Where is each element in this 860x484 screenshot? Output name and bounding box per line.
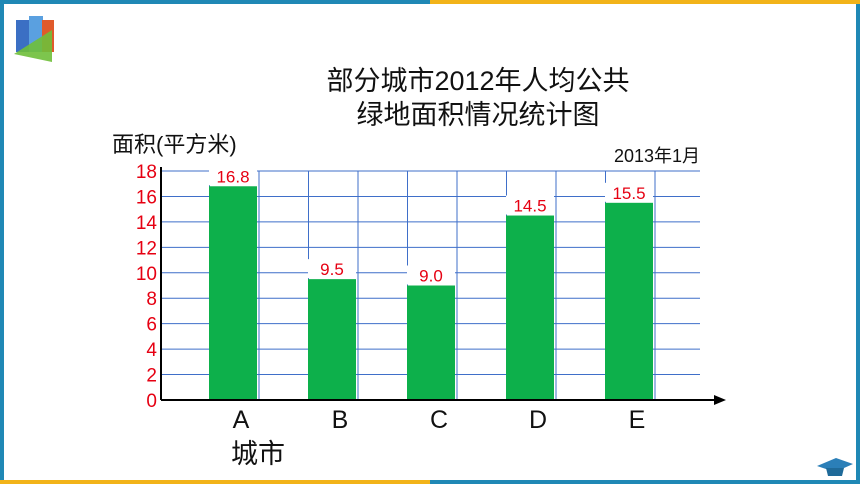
x-category-D: D (529, 406, 547, 434)
chart-title-line2: 绿地面积情况统计图 (357, 100, 600, 130)
x-axis-arrow-icon (714, 395, 726, 405)
date-note: 2013年1月 (614, 146, 700, 166)
data-label-B: 9.5 (320, 260, 344, 279)
top-border-yellow (430, 0, 860, 4)
data-label-A: 16.8 (216, 167, 249, 186)
y-tick-label: 2 (146, 366, 157, 387)
bottom-border-yellow (0, 480, 430, 484)
x-category-A: A (233, 406, 250, 434)
data-label-bg (605, 182, 653, 202)
x-category-B: B (332, 406, 349, 434)
axes (160, 167, 726, 405)
data-label-E: 15.5 (612, 184, 645, 203)
data-label-bg (209, 166, 257, 186)
y-tick-label: 18 (136, 162, 157, 183)
data-label-bg (308, 259, 356, 279)
bar-A (209, 186, 257, 400)
data-label-C: 9.0 (419, 267, 443, 286)
books-logo-icon (14, 16, 54, 62)
data-label-bg (407, 265, 455, 285)
top-border-blue (0, 0, 430, 4)
data-label-D: 14.5 (513, 197, 546, 216)
y-axis-label: 面积(平方米) (112, 132, 237, 157)
y-tick-labels: 0 2 4 6 8 10 12 14 16 18 (136, 162, 158, 412)
bottom-border-blue (430, 480, 860, 484)
bar-E (605, 202, 653, 400)
y-tick-label: 8 (146, 289, 157, 310)
bar-B (308, 279, 356, 400)
graduation-cap-icon (817, 458, 853, 476)
x-axis-label: 城市 (231, 439, 285, 469)
y-tick-label: 4 (146, 340, 157, 361)
chart-title-line1: 部分城市2012年人均公共 (326, 66, 629, 96)
y-tick-label: 12 (136, 238, 157, 259)
x-category-C: C (430, 406, 448, 434)
y-tick-label: 14 (136, 213, 158, 234)
frame-right-border (856, 0, 860, 484)
data-labels: 16.8 9.5 9.0 14.5 15.5 (209, 166, 653, 286)
y-tick-label: 0 (146, 391, 157, 412)
y-tick-label: 6 (146, 315, 157, 336)
x-category-labels: A B C D E (233, 406, 646, 434)
frame-left-border (0, 0, 4, 484)
bar-D (506, 215, 554, 400)
data-label-bg (506, 195, 554, 215)
x-category-E: E (629, 406, 646, 434)
bar-series (209, 186, 653, 400)
bar-C (407, 285, 455, 400)
y-tick-label: 16 (136, 187, 157, 208)
y-tick-label: 10 (136, 264, 157, 285)
